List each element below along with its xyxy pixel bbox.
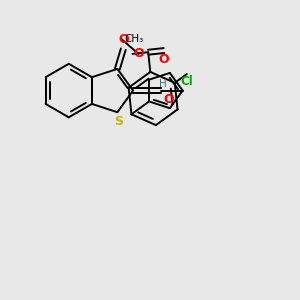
Text: S: S: [114, 115, 123, 128]
Text: CH₃: CH₃: [124, 34, 143, 44]
Text: Cl: Cl: [180, 75, 193, 88]
Text: O: O: [159, 52, 169, 66]
Text: H: H: [159, 79, 167, 89]
Text: O: O: [164, 93, 174, 106]
Text: O: O: [118, 33, 129, 46]
Text: O: O: [134, 47, 144, 60]
